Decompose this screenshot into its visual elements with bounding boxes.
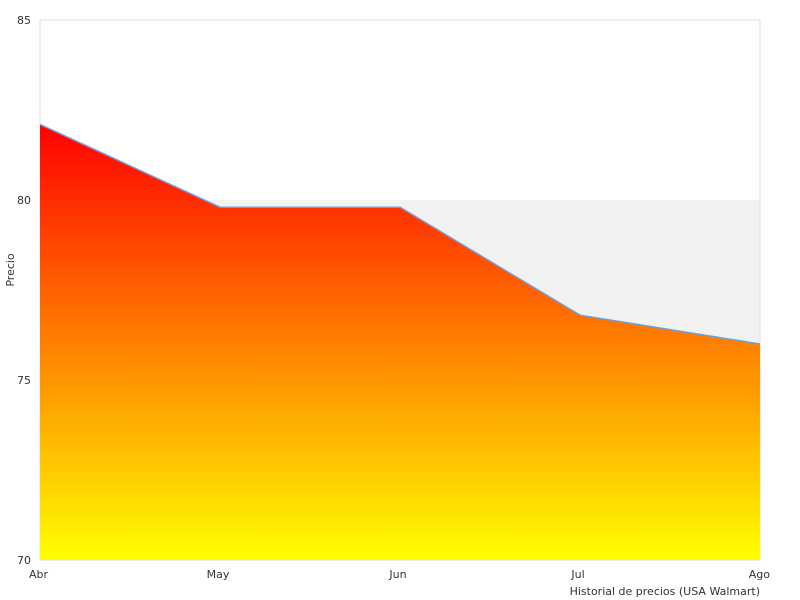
x-tick-label: May <box>207 568 230 581</box>
area-series <box>39 123 761 561</box>
x-tick-label: Abr <box>29 568 49 581</box>
x-axis-title: Historial de precios (USA Walmart) <box>570 585 760 598</box>
x-tick-label: Jun <box>388 568 406 581</box>
x-tick-label: Jul <box>570 568 584 581</box>
y-axis-title: Precio <box>4 253 17 287</box>
x-tick-label: Ago <box>749 568 771 581</box>
area-fill <box>40 124 760 561</box>
y-tick-label: 85 <box>17 14 31 27</box>
x-axis-ticks: Abr May Jun Jul Ago <box>29 568 770 581</box>
y-axis-ticks: 70 75 80 85 <box>17 14 31 567</box>
series-line <box>39 123 761 345</box>
y-tick-label: 75 <box>17 374 31 387</box>
y-tick-label: 80 <box>17 194 31 207</box>
y-tick-label: 70 <box>17 554 31 567</box>
